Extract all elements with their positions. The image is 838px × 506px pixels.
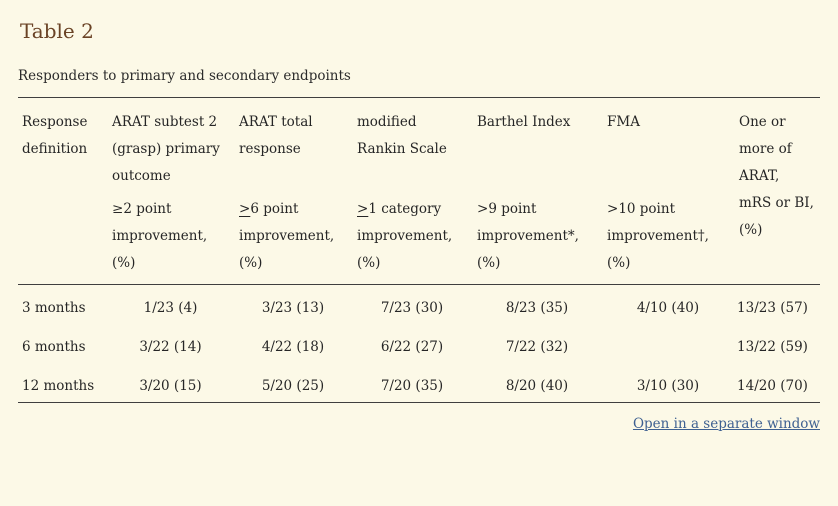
data-cell: 3/10 (30) (636, 378, 700, 394)
row-label: 3 months (22, 300, 86, 316)
subheader-arat-total: >6 point improvement, (%) (235, 190, 353, 285)
column-header-modified-rankin: modified Rankin Scale (357, 114, 447, 157)
subheader-arat-subtest-2: ≥2 point improvement, (%) (108, 190, 235, 285)
header-sub-row: ≥2 point improvement, (%) >6 point impro… (18, 190, 820, 285)
table-page: Table 2 Responders to primary and second… (18, 19, 820, 432)
geq-symbol: > (239, 201, 251, 217)
subheader-text: 2 point improvement, (%) (112, 201, 208, 271)
column-header-arat-total: ARAT total response (239, 114, 313, 157)
column-header-fma: FMA (607, 114, 640, 130)
subheader-text: 9 point improvement*, (%) (477, 201, 579, 271)
table-row-6-months: 6 months 3/22 (14) 4/22 (18) 6/22 (27) 7… (18, 324, 820, 363)
row-label: 12 months (22, 378, 95, 394)
page-title: Table 2 (20, 19, 94, 43)
table-header: Response definition ARAT subtest 2 (gras… (18, 98, 820, 285)
data-cell: 3/20 (15) (139, 378, 202, 394)
table-caption: Responders to primary and secondary endp… (18, 68, 351, 84)
column-header-response-definition: Response definition (22, 114, 88, 157)
gt-symbol: > (477, 201, 489, 217)
row-label: 6 months (22, 339, 86, 355)
data-cell: 14/20 (70) (737, 378, 808, 394)
data-cell: 4/22 (18) (261, 339, 325, 355)
data-cell (603, 324, 735, 363)
geq-symbol: ≥ (112, 201, 124, 217)
data-cell: 7/20 (35) (380, 378, 444, 394)
responders-table: Response definition ARAT subtest 2 (gras… (18, 97, 820, 403)
subheader-text: 10 point improvement†, (%) (607, 201, 709, 271)
header-group-row: Response definition ARAT subtest 2 (gras… (18, 98, 820, 238)
data-cell: 1/23 (4) (143, 300, 198, 316)
open-separate-window-link[interactable]: Open in a separate window (632, 416, 820, 432)
data-cell: 8/23 (35) (505, 300, 569, 316)
data-cell: 6/22 (27) (380, 339, 444, 355)
data-cell: 3/23 (13) (261, 300, 325, 316)
data-cell: 3/22 (14) (139, 339, 202, 355)
data-cell: 13/22 (59) (737, 339, 808, 355)
geq-symbol: > (357, 201, 369, 217)
column-header-barthel-index: Barthel Index (477, 114, 571, 130)
column-header-arat-subtest-2: ARAT subtest 2 (grasp) primary outcome (112, 114, 220, 184)
data-cell: 7/23 (30) (380, 300, 444, 316)
data-cell: 13/23 (57) (737, 300, 808, 316)
data-cell: 5/20 (25) (261, 378, 325, 394)
data-cell: 8/20 (40) (505, 378, 569, 394)
data-cell: 4/10 (40) (636, 300, 700, 316)
table-body: 3 months 1/23 (4) 3/23 (13) 7/23 (30) 8/… (18, 285, 820, 403)
subheader-text: 6 point improvement, (%) (239, 201, 335, 271)
table-row-12-months: 12 months 3/20 (15) 5/20 (25) 7/20 (35) … (18, 363, 820, 403)
column-header-one-or-more: One or more of ARAT, mRS or BI, (%) (739, 114, 814, 238)
subheader-fma: >10 point improvement†, (%) (603, 190, 735, 285)
gt-symbol: > (607, 201, 619, 217)
subheader-text: 1 category improvement, (%) (357, 201, 453, 271)
data-cell: 7/22 (32) (505, 339, 569, 355)
table-row-3-months: 3 months 1/23 (4) 3/23 (13) 7/23 (30) 8/… (18, 285, 820, 325)
subheader-barthel-index: >9 point improvement*, (%) (473, 190, 603, 285)
subheader-modified-rankin: >1 category improvement, (%) (353, 190, 473, 285)
link-row: Open in a separate window (18, 416, 820, 432)
